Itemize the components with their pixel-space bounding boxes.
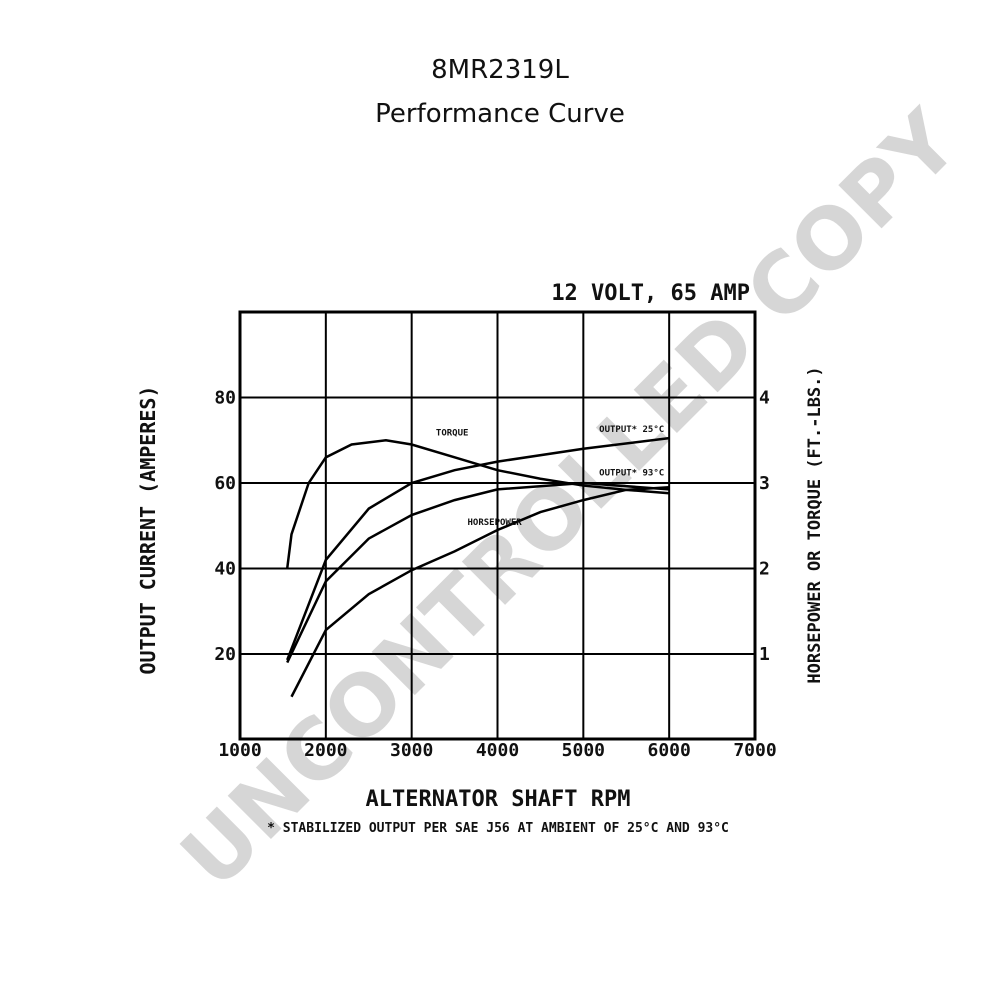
x-tick-label: 7000 bbox=[733, 740, 776, 761]
chart-subtitle: Performance Curve bbox=[375, 99, 625, 129]
y2-tick-label: 3 bbox=[759, 473, 770, 494]
y2-tick-label: 1 bbox=[759, 644, 770, 665]
y2-tick-label: 2 bbox=[759, 559, 770, 580]
annotation: 12 VOLT, 65 AMP bbox=[551, 281, 750, 306]
y2-axis-label: HORSEPOWER OR TORQUE (FT.-LBS.) bbox=[805, 366, 825, 683]
y2-tick-label: 4 bbox=[759, 388, 770, 409]
y-axis-label: OUTPUT CURRENT (AMPERES) bbox=[136, 386, 160, 675]
series-line bbox=[285, 438, 670, 569]
series-line bbox=[286, 436, 670, 661]
series-line bbox=[290, 486, 670, 698]
watermark: UNCONTROLLED COPY bbox=[162, 91, 977, 906]
y-tick-label: 80 bbox=[214, 388, 236, 409]
x-tick-label: 4000 bbox=[476, 740, 519, 761]
y-tick-label: 20 bbox=[214, 644, 236, 665]
x-tick-label: 2000 bbox=[304, 740, 347, 761]
series-label: OUTPUT* 93°C bbox=[599, 468, 664, 478]
x-axis-label: ALTERNATOR SHAFT RPM bbox=[366, 787, 631, 812]
x-tick-label: 6000 bbox=[647, 740, 690, 761]
x-tick-label: 3000 bbox=[390, 740, 433, 761]
y-tick-label: 60 bbox=[214, 473, 236, 494]
x-tick-label: 1000 bbox=[218, 740, 261, 761]
series-label: HORSEPOWER bbox=[468, 518, 523, 528]
y-tick-label: 40 bbox=[214, 559, 236, 580]
series-line bbox=[286, 481, 670, 664]
x-tick-label: 5000 bbox=[562, 740, 605, 761]
series-label: TORQUE bbox=[436, 428, 469, 438]
chart-title: 8MR2319L bbox=[431, 55, 569, 85]
footnote: * STABILIZED OUTPUT PER SAE J56 AT AMBIE… bbox=[267, 821, 729, 836]
series-label: OUTPUT* 25°C bbox=[599, 425, 664, 435]
